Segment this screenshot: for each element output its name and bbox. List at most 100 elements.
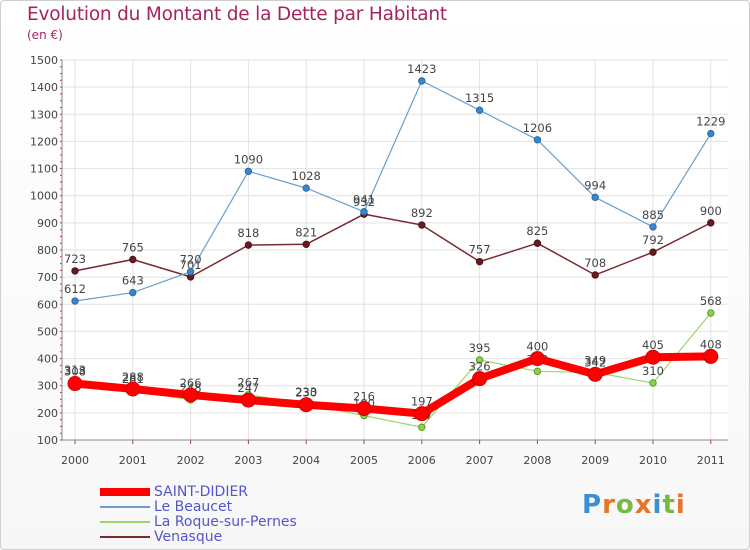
data-label-venasque: 708 xyxy=(584,256,606,270)
data-point-venasque xyxy=(533,239,542,247)
x-tick-label: 2000 xyxy=(61,454,89,467)
logo-letter: t xyxy=(662,490,676,520)
data-point-saint-didier xyxy=(414,406,430,422)
data-label-le-beaucet: 1423 xyxy=(407,62,436,76)
x-tick-label: 2010 xyxy=(639,454,667,467)
data-label-le-beaucet: 1206 xyxy=(523,121,552,135)
y-tick-label: 200 xyxy=(37,407,58,420)
x-tick-label: 2008 xyxy=(523,454,551,467)
data-point-saint-didier xyxy=(240,392,256,408)
logo-letter: i xyxy=(675,490,686,520)
data-label-le-beaucet: 885 xyxy=(642,208,664,222)
logo-letter: o xyxy=(615,490,635,520)
legend-item-le-beaucet: Le Beaucet xyxy=(100,498,297,515)
data-label-saint-didier: 288 xyxy=(122,370,144,384)
data-point-venasque xyxy=(707,219,715,227)
x-tick-label: 2003 xyxy=(234,454,262,467)
data-point-venasque xyxy=(129,255,137,264)
data-point-saint-didier xyxy=(298,397,314,413)
data-point-le-beaucet xyxy=(71,297,79,305)
legend-label: La Roque-sur-Pernes xyxy=(154,513,297,530)
y-tick-label: 1400 xyxy=(30,81,58,94)
x-tick-label: 2005 xyxy=(350,454,378,467)
y-tick-label: 800 xyxy=(37,244,58,257)
y-tick-label: 500 xyxy=(37,325,58,338)
y-tick-label: 1500 xyxy=(30,54,58,67)
data-label-saint-didier: 230 xyxy=(295,386,317,400)
data-point-venasque xyxy=(244,241,253,249)
legend-swatch xyxy=(100,520,150,523)
x-tick-label: 2006 xyxy=(408,454,436,467)
chart-subtitle: (en €) xyxy=(27,28,63,42)
y-tick-label: 1300 xyxy=(30,108,58,121)
logo-letter: i xyxy=(652,490,663,520)
data-label-saint-didier: 197 xyxy=(411,395,433,409)
x-tick-label: 2007 xyxy=(466,454,494,467)
series-line-saint-didier xyxy=(71,352,715,418)
logo-letter: x xyxy=(634,490,653,520)
data-label-venasque: 765 xyxy=(122,241,144,255)
legend-label: Le Beaucet xyxy=(154,498,233,515)
data-label-venasque: 900 xyxy=(700,204,722,218)
legend-item-saint-didier: SAINT-DIDIER xyxy=(100,483,297,500)
data-point-saint-didier xyxy=(356,401,372,417)
data-point-saint-didier xyxy=(472,371,488,387)
y-tick-label: 600 xyxy=(37,298,58,311)
data-point-saint-didier xyxy=(67,376,83,392)
data-point-saint-didier xyxy=(125,381,141,397)
data-label-venasque: 723 xyxy=(64,252,86,266)
x-tick-label: 2002 xyxy=(177,454,205,467)
data-point-le-beaucet xyxy=(707,129,715,138)
data-point-le-beaucet xyxy=(533,136,542,144)
data-point-la-roque-sur-pernes xyxy=(707,309,715,317)
logo-letter: P xyxy=(582,490,603,520)
data-label-saint-didier: 326 xyxy=(469,360,491,374)
data-point-venasque xyxy=(418,221,426,229)
data-label-saint-didier: 216 xyxy=(353,390,375,404)
data-label-le-beaucet: 1090 xyxy=(234,152,263,166)
chart-legend: SAINT-DIDIER Le Beaucet La Roque-sur-Perne… xyxy=(100,483,297,545)
data-point-venasque xyxy=(475,257,484,266)
data-label-le-beaucet: 1315 xyxy=(465,91,494,105)
proxiti-logo: Proxiti xyxy=(582,490,686,520)
data-label-le-beaucet: 941 xyxy=(353,193,375,207)
data-point-saint-didier xyxy=(183,387,199,403)
data-label-le-beaucet: 720 xyxy=(180,253,202,267)
data-label-le-beaucet: 1028 xyxy=(292,169,321,183)
legend-label: SAINT-DIDIER xyxy=(154,483,249,500)
data-label-la-roque-sur-pernes: 349 xyxy=(584,353,606,367)
data-label-venasque: 818 xyxy=(237,226,259,240)
data-label-la-roque-sur-pernes: 281 xyxy=(122,372,144,386)
legend-swatch xyxy=(100,487,150,496)
data-label-venasque: 892 xyxy=(411,206,433,220)
data-label-le-beaucet: 612 xyxy=(64,282,86,296)
data-point-venasque xyxy=(649,248,657,256)
x-tick-label: 2004 xyxy=(292,454,320,467)
data-label-saint-didier: 342 xyxy=(584,355,606,369)
legend-item-venasque: Venasque xyxy=(100,529,297,545)
data-label-saint-didier: 405 xyxy=(642,338,664,352)
data-point-saint-didier xyxy=(645,349,661,365)
data-point-le-beaucet xyxy=(418,77,426,85)
series-line-venasque xyxy=(74,213,712,278)
legend-swatch xyxy=(100,535,150,538)
data-point-le-beaucet xyxy=(302,184,310,192)
data-label-la-roque-sur-pernes: 313 xyxy=(64,363,86,377)
y-tick-label: 1200 xyxy=(30,135,58,148)
data-point-la-roque-sur-pernes xyxy=(418,423,426,431)
data-point-saint-didier xyxy=(703,348,719,364)
data-label-venasque: 825 xyxy=(526,224,548,238)
data-label-la-roque-sur-pernes: 568 xyxy=(700,294,722,308)
y-tick-label: 300 xyxy=(37,380,58,393)
logo-letter: r xyxy=(602,490,616,520)
data-label-saint-didier: 247 xyxy=(237,381,259,395)
data-label-venasque: 821 xyxy=(295,225,317,239)
y-tick-label: 700 xyxy=(37,271,58,284)
data-point-la-roque-sur-pernes xyxy=(475,356,484,364)
data-label-venasque: 757 xyxy=(469,243,491,257)
data-label-venasque: 792 xyxy=(642,233,664,247)
legend-item-la-roque-sur-pernes: La Roque-sur-Pernes xyxy=(100,513,297,530)
data-label-le-beaucet: 994 xyxy=(584,178,606,192)
data-label-saint-didier: 400 xyxy=(526,340,548,354)
